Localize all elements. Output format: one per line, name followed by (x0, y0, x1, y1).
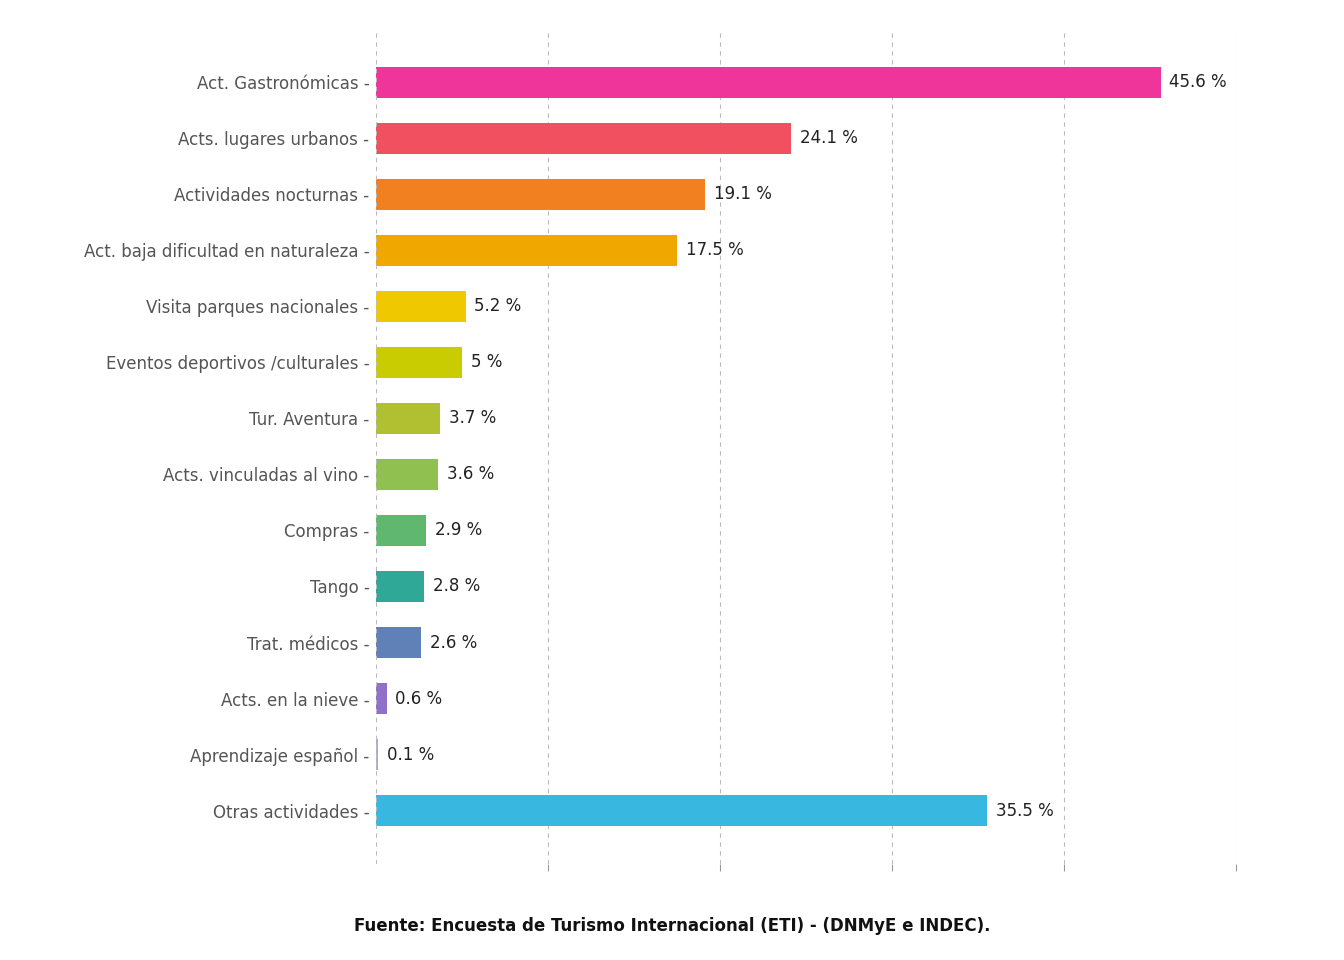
Text: 5.2 %: 5.2 % (474, 298, 521, 315)
Bar (376, 235, 677, 266)
Text: 2.6 %: 2.6 % (430, 634, 477, 652)
Bar (376, 795, 986, 826)
Text: 35.5 %: 35.5 % (996, 802, 1054, 820)
Bar (376, 459, 438, 490)
Text: 17.5 %: 17.5 % (685, 241, 743, 259)
Text: 3.6 %: 3.6 % (446, 466, 495, 484)
Text: 45.6 %: 45.6 % (1169, 73, 1227, 91)
Bar (376, 739, 378, 770)
Bar (376, 516, 426, 546)
Text: 19.1 %: 19.1 % (714, 185, 771, 204)
Bar (376, 571, 425, 602)
Bar (376, 347, 462, 377)
Bar (376, 179, 704, 209)
Bar (376, 291, 466, 322)
Bar (376, 684, 387, 714)
Text: 0.6 %: 0.6 % (395, 689, 442, 708)
Text: 0.1 %: 0.1 % (387, 746, 434, 763)
Text: 24.1 %: 24.1 % (800, 130, 857, 147)
Bar (376, 403, 439, 434)
Bar (376, 123, 790, 154)
Text: 5 %: 5 % (470, 353, 503, 372)
Text: 3.7 %: 3.7 % (449, 409, 496, 427)
Text: Fuente: Encuesta de Turismo Internacional (ETI) - (DNMyE e INDEC).: Fuente: Encuesta de Turismo Internaciona… (353, 917, 991, 935)
Bar (376, 67, 1161, 98)
Text: 2.9 %: 2.9 % (435, 521, 482, 540)
Bar (376, 627, 421, 658)
Text: 2.8 %: 2.8 % (433, 578, 480, 595)
